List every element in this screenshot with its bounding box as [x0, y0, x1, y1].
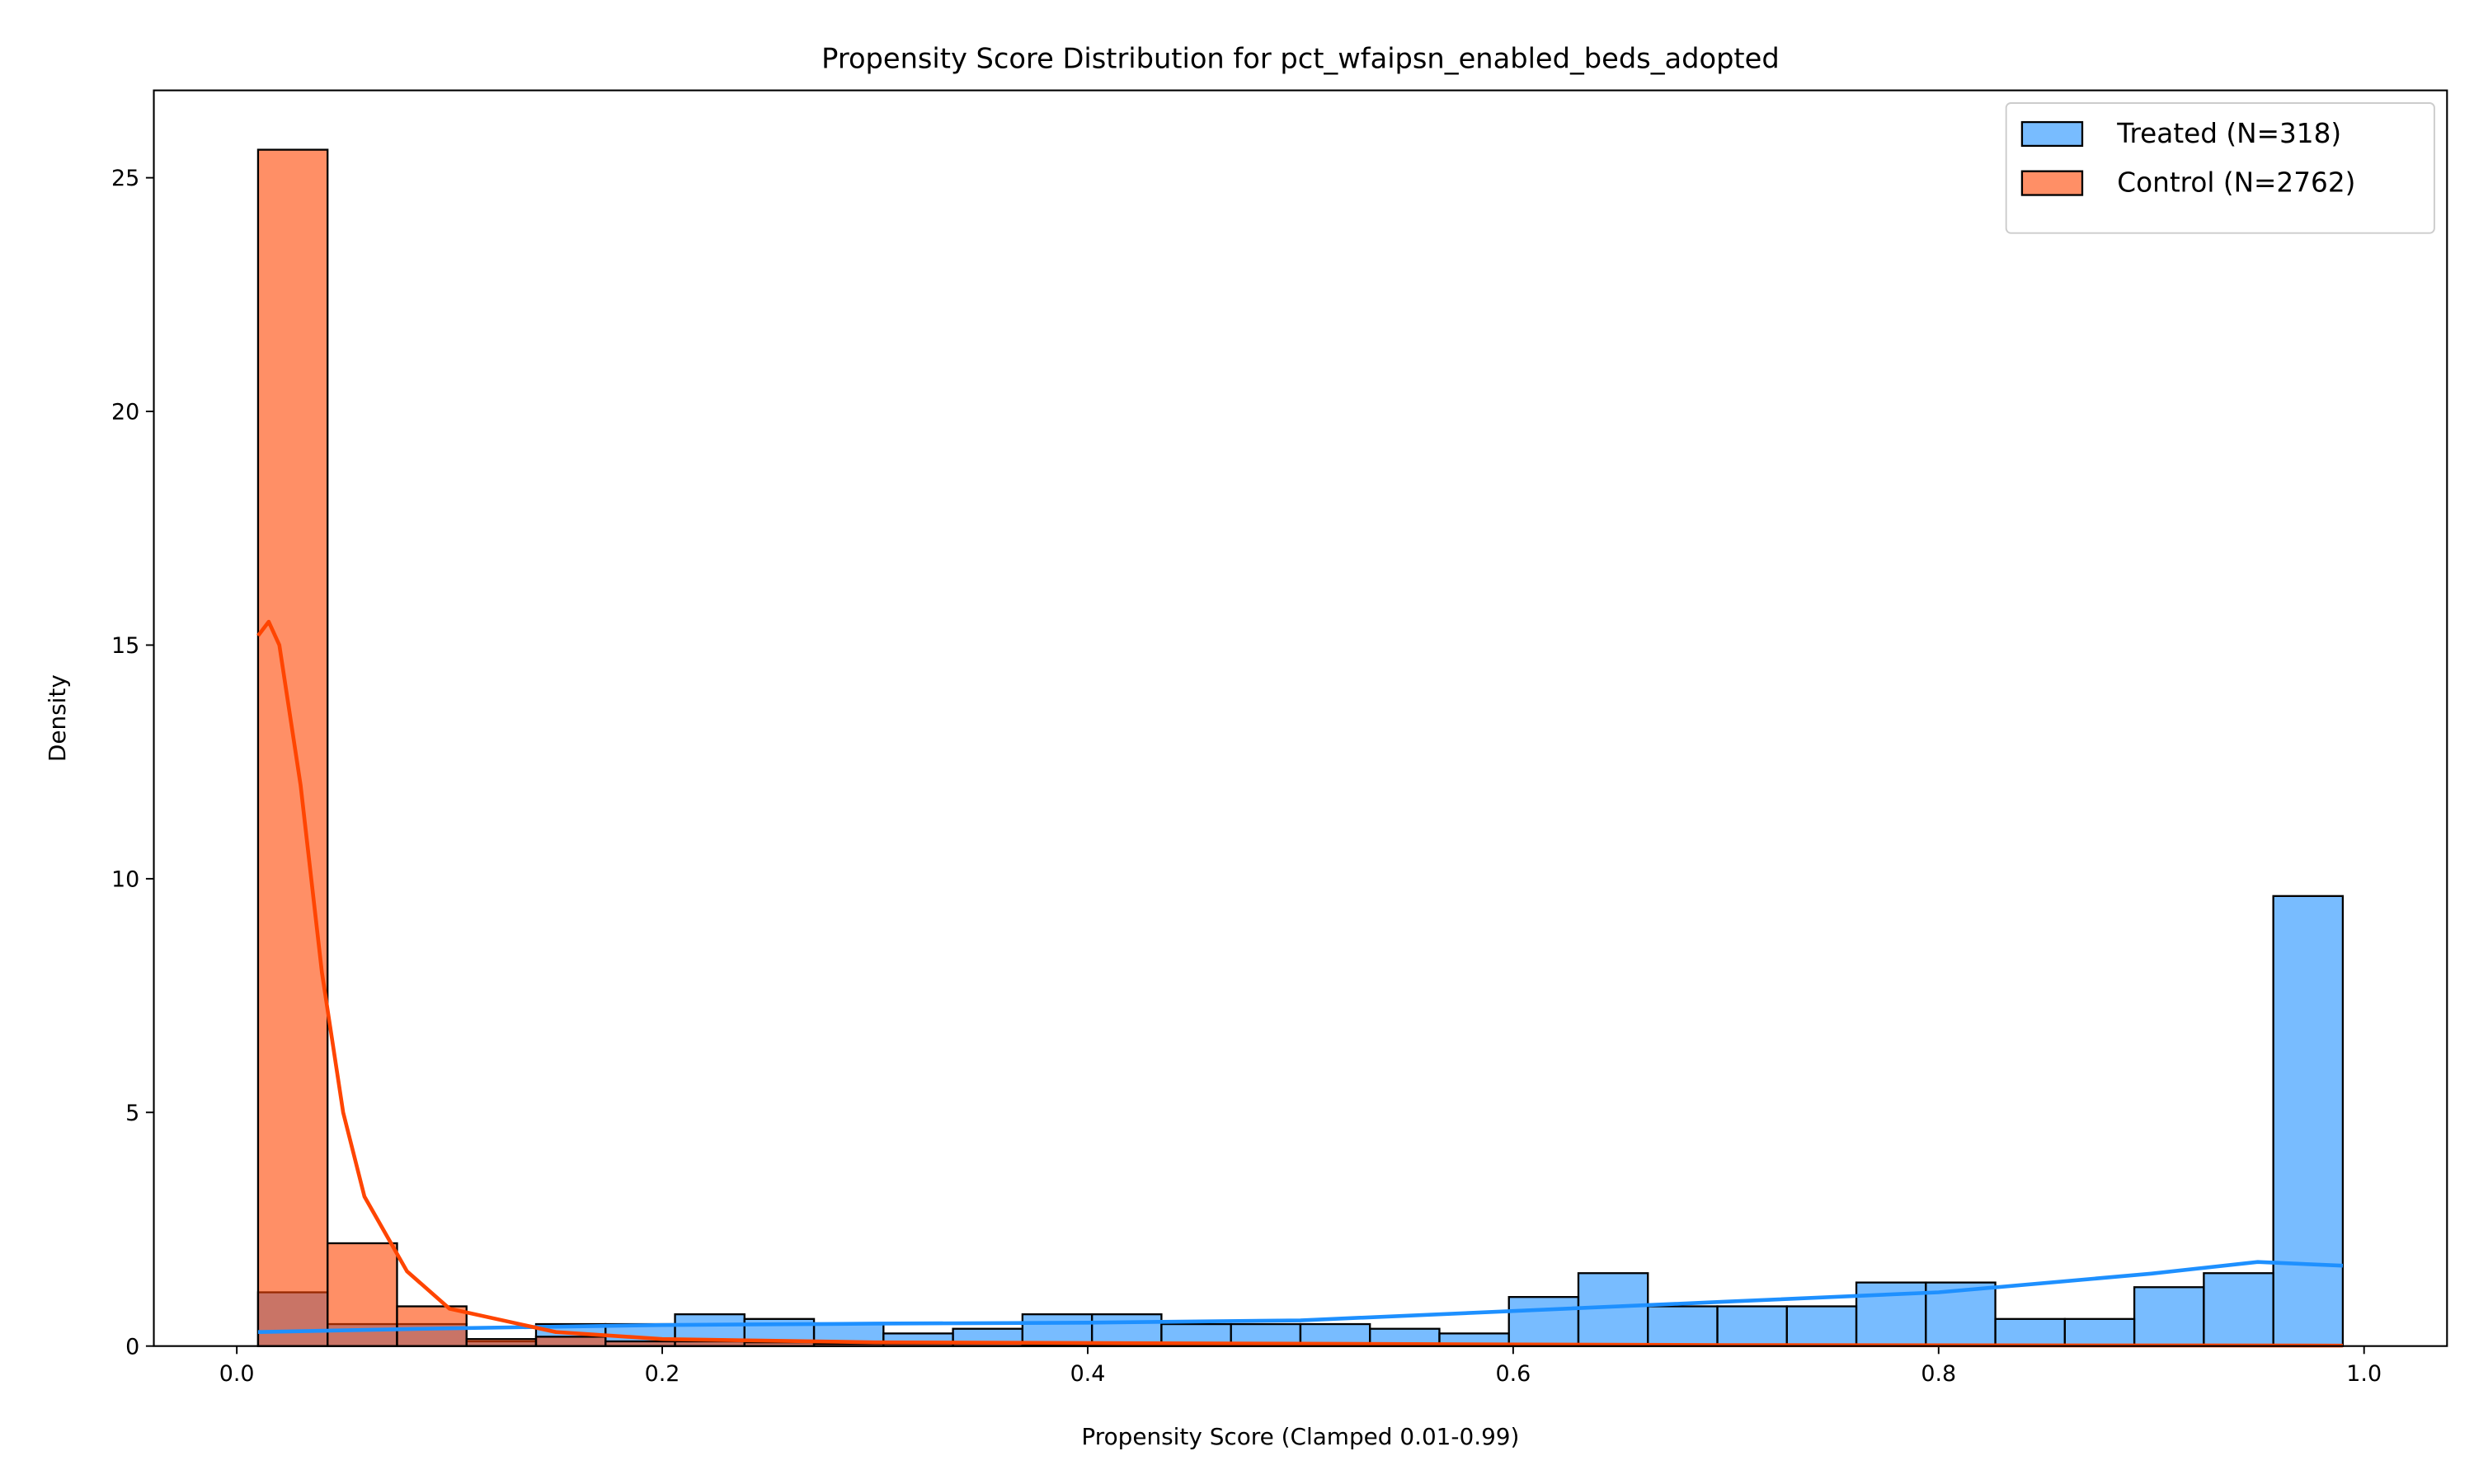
chart-title: Propensity Score Distribution for pct_wf… [821, 43, 1780, 75]
histogram-bar [1090, 1313, 1163, 1347]
histogram-bar [534, 1336, 607, 1347]
y-tick-label: 5 [125, 1101, 139, 1126]
legend-swatch [2020, 120, 2084, 148]
x-tick-label: 0.4 [1070, 1361, 1106, 1387]
x-tick-label: 0.6 [1495, 1361, 1531, 1387]
histogram-bar [1647, 1305, 1719, 1347]
legend-label: Control (N=2762) [2117, 167, 2355, 199]
histogram-bar [396, 1305, 468, 1347]
y-tick-label: 20 [111, 400, 139, 425]
x-tick-label: 0.2 [645, 1361, 680, 1387]
y-tick-label: 15 [111, 633, 139, 659]
histogram-bar [1716, 1305, 1788, 1347]
histogram-bar [1785, 1305, 1858, 1347]
y-tick-label: 0 [125, 1334, 139, 1360]
x-tick-label: 0.0 [219, 1361, 255, 1387]
kde-line [256, 619, 2343, 1348]
histogram-bar [1507, 1296, 1580, 1347]
y-tick-label: 10 [111, 866, 139, 892]
histogram-bar [465, 1338, 538, 1347]
histogram-bar [1021, 1313, 1094, 1347]
legend-swatch [2020, 170, 2084, 196]
x-axis-label: Propensity Score (Clamped 0.01-0.99) [1081, 1423, 1519, 1450]
y-tick-label: 25 [111, 166, 139, 191]
histogram-bar [2133, 1286, 2205, 1347]
plot-frame [153, 89, 2448, 1347]
histogram-bar [1577, 1272, 1649, 1347]
histogram-bar [1994, 1317, 2066, 1347]
x-tick-label: 1.0 [2346, 1361, 2382, 1387]
x-tick-label: 0.8 [1921, 1361, 1956, 1387]
kde-line [257, 1260, 2344, 1334]
histogram-bar [2063, 1317, 2136, 1347]
y-axis-label: Density [44, 674, 71, 762]
legend-box [2005, 102, 2435, 234]
histogram-bar [256, 148, 329, 1347]
histogram-bar [2272, 895, 2345, 1347]
legend-label: Treated (N=318) [2116, 118, 2341, 149]
histogram-bar [2203, 1272, 2274, 1347]
